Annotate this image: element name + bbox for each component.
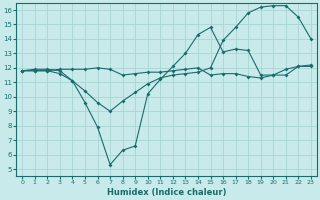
X-axis label: Humidex (Indice chaleur): Humidex (Indice chaleur) bbox=[107, 188, 226, 197]
